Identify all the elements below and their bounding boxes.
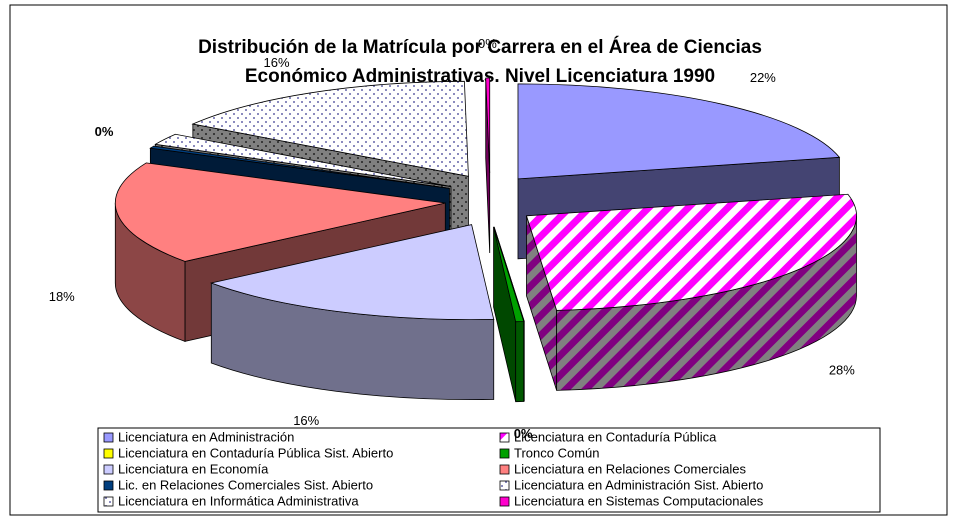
data-label: 16% [264,55,290,70]
legend-swatch [103,448,114,459]
chart-title: Distribución de la Matrícula por Carrera… [198,36,762,58]
legend-label: Licenciatura en Contaduría Pública [514,429,717,444]
legend-label: Licenciatura en Administración [118,429,294,444]
legend-box [97,427,881,513]
slice [525,193,857,391]
slice-top [149,145,450,189]
slice [485,77,491,254]
data-label: 0% [514,426,533,441]
legend-swatch [103,480,114,491]
legend-swatch [103,464,114,475]
data-label: 22% [750,70,776,85]
legend-label: Licenciatura en Sistemas Computacionales [514,493,764,508]
slice-top [525,193,857,311]
legend-label: Licenciatura en Relaciones Comerciales [514,461,746,476]
legend-label: Licenciatura en Economía [118,461,269,476]
legend-label: Licenciatura en Informática Administrati… [118,493,359,508]
slice-side [515,321,525,403]
legend-swatch [499,496,510,507]
legend-swatch [103,432,114,443]
legend-label: Lic. en Relaciones Comerciales Sist. Abi… [118,477,373,492]
slice-top [493,226,525,323]
data-label: 18% [49,289,75,304]
slice-top [114,162,446,262]
legend-swatch [499,464,510,475]
slice [209,224,495,401]
legend-label: Tronco Común [514,445,600,460]
data-label: 28% [829,362,855,377]
slice-top [191,80,469,177]
chart-title: Económico Administrativas. Nivel Licenci… [245,66,715,87]
legend-swatch [499,480,510,491]
slice-top [517,83,841,180]
legend-swatch [103,496,114,507]
data-label: 16% [293,413,319,428]
slice [493,226,525,403]
slice-top [154,133,452,187]
slice-top [485,77,491,174]
legend-label: Licenciatura en Contaduría Pública Sist.… [118,445,393,460]
legend-swatch [499,432,510,443]
legend-label: Licenciatura en Administración Sist. Abi… [514,477,763,492]
data-label: 0% [95,124,114,139]
slice-top [209,224,495,321]
legend-swatch [499,448,510,459]
data-label: 0% [478,36,497,51]
